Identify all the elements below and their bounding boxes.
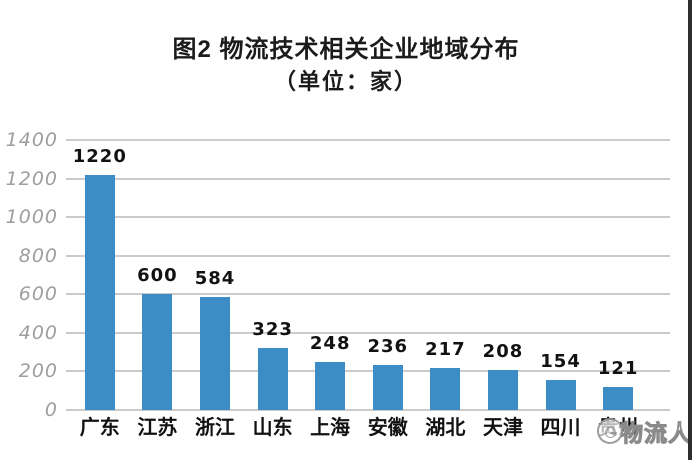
y-tick-label: 0 bbox=[44, 399, 58, 421]
bar-column: 600 bbox=[129, 140, 187, 410]
bar-value-label: 236 bbox=[367, 335, 409, 357]
bar-column: 208 bbox=[474, 140, 532, 410]
bar-column: 154 bbox=[532, 140, 590, 410]
bar bbox=[257, 347, 288, 410]
bar-column: 217 bbox=[417, 140, 475, 410]
y-tick-label: 600 bbox=[18, 283, 58, 306]
x-category-label: 天津 bbox=[482, 417, 523, 439]
bar-value-label: 248 bbox=[309, 333, 351, 355]
x-category-label: 江苏 bbox=[137, 417, 178, 439]
bar-value-label: 154 bbox=[540, 351, 581, 373]
gridline bbox=[66, 139, 670, 141]
y-tick-label: 800 bbox=[18, 244, 58, 267]
bar-value-label: 121 bbox=[597, 357, 639, 379]
bar-value-label: 600 bbox=[137, 265, 178, 287]
bar bbox=[487, 369, 518, 410]
bar-column: 584 bbox=[186, 140, 244, 410]
y-tick-label: 1000 bbox=[5, 206, 58, 229]
y-tick-label: 200 bbox=[18, 360, 58, 383]
bar bbox=[199, 297, 230, 410]
bar-value-label: 584 bbox=[194, 268, 236, 290]
y-tick-label: 1400 bbox=[5, 129, 58, 151]
x-category-label: 湖北 bbox=[425, 417, 466, 439]
y-tick-label: 400 bbox=[18, 321, 58, 344]
bar bbox=[315, 362, 346, 410]
bar-value-label: 1220 bbox=[72, 145, 127, 167]
gridline bbox=[66, 331, 670, 334]
bars-container: 1220 600 584 323 248 236 217 208 154 121 bbox=[71, 140, 647, 410]
bar bbox=[372, 364, 403, 410]
gridline bbox=[66, 254, 670, 257]
x-category-label: 上海 bbox=[310, 417, 351, 439]
x-axis-labels: 广东江苏浙江山东上海安徽湖北天津四川贵州 bbox=[71, 415, 647, 441]
bar bbox=[84, 174, 115, 410]
right-edge-border bbox=[688, 0, 692, 460]
bar bbox=[430, 368, 461, 410]
bar-column: 1220 bbox=[71, 140, 129, 410]
watermark-logo-icon bbox=[597, 418, 623, 444]
y-tick-label: 1200 bbox=[5, 167, 58, 190]
gridline bbox=[66, 293, 670, 296]
bar-value-label: 217 bbox=[425, 339, 466, 361]
x-category-label: 安徽 bbox=[367, 417, 408, 439]
bar-column: 121 bbox=[589, 140, 647, 410]
bar-value-label: 208 bbox=[482, 340, 524, 362]
gridline bbox=[66, 216, 670, 219]
bar bbox=[142, 294, 173, 410]
bar bbox=[545, 380, 576, 410]
gridline bbox=[66, 409, 670, 411]
watermark: 物流人 bbox=[597, 414, 692, 448]
x-category-label: 四川 bbox=[540, 417, 581, 439]
chart-title: 图2 物流技术相关企业地域分布 bbox=[172, 36, 520, 63]
chart-subtitle: （单位：家） bbox=[273, 69, 418, 94]
bar-column: 323 bbox=[244, 140, 302, 410]
x-category-label: 山东 bbox=[252, 417, 293, 439]
bar-column: 248 bbox=[301, 140, 359, 410]
title-block: 图2 物流技术相关企业地域分布 （单位：家） bbox=[0, 36, 692, 95]
x-category-label: 浙江 bbox=[194, 417, 235, 439]
gridline bbox=[66, 177, 670, 180]
bar-value-label: 323 bbox=[252, 318, 293, 340]
gridline bbox=[66, 370, 670, 373]
bar bbox=[603, 386, 634, 410]
watermark-text: 物流人 bbox=[620, 420, 692, 447]
bar-column: 236 bbox=[359, 140, 417, 410]
x-category-label: 广东 bbox=[79, 417, 120, 439]
